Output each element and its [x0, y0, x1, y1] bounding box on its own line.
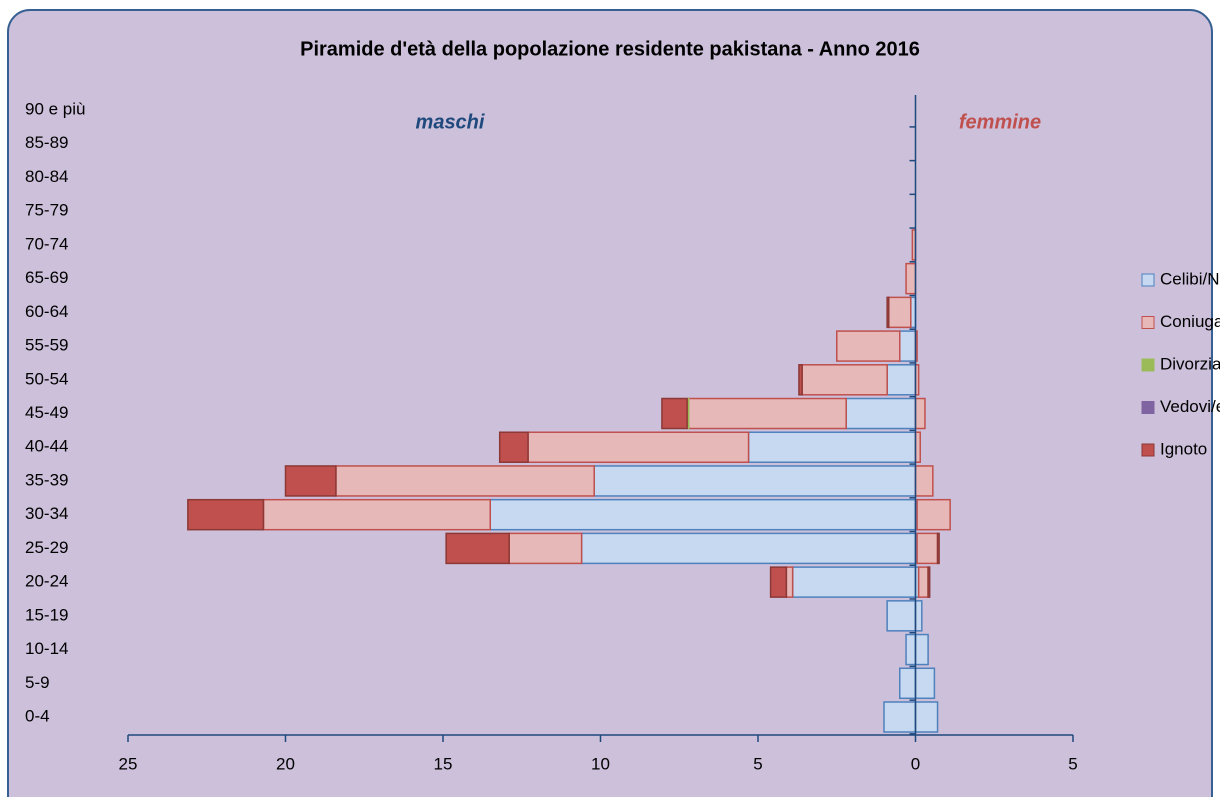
female-bar — [916, 532, 939, 565]
legend-swatch — [1141, 316, 1155, 329]
legend-label: Coniugati/e — [1160, 312, 1220, 331]
male-bar — [836, 330, 901, 362]
y-tick-label: 30-34 — [25, 504, 68, 523]
legend-label: Ignoto — [1160, 439, 1207, 458]
female-bar — [914, 600, 923, 632]
male-bar — [845, 397, 917, 430]
x-tick-label: 25 — [119, 754, 138, 773]
male-bar — [905, 633, 917, 666]
legend-swatch — [1141, 443, 1155, 457]
y-tick-label: 35-39 — [25, 470, 68, 489]
legend-label: Celibi/Nubili — [1160, 269, 1220, 288]
x-tick-label: 0 — [911, 754, 920, 773]
x-tick-label: 15 — [434, 754, 453, 773]
y-tick-label: 60-64 — [25, 302, 68, 321]
male-bar — [747, 431, 917, 463]
male-bar — [899, 330, 917, 362]
female-bar — [914, 667, 936, 700]
male-bar — [335, 465, 595, 497]
male-bar — [769, 566, 788, 598]
male-bar — [527, 431, 750, 463]
legend-swatch — [1141, 273, 1155, 287]
male-bar — [899, 667, 917, 700]
y-tick-label: 0-4 — [25, 706, 50, 725]
y-tick-label: 55-59 — [25, 336, 68, 355]
legend-label: Vedovi/e — [1160, 397, 1220, 416]
y-tick-label: 80-84 — [25, 167, 68, 186]
chart-title: Piramide d'età della popolazione residen… — [300, 38, 920, 60]
male-bar — [791, 566, 917, 598]
male-bar — [187, 498, 265, 531]
y-tick-label: 90 e più — [25, 100, 86, 119]
female-bar — [914, 633, 929, 666]
male-bar — [886, 600, 917, 632]
legend-swatch — [1141, 401, 1155, 414]
female-bar — [914, 701, 939, 733]
y-tick-label: 25-29 — [25, 538, 68, 557]
male-bar — [445, 532, 510, 565]
legend-swatch — [1141, 358, 1155, 372]
male-bar — [498, 431, 529, 463]
y-tick-label: 10-14 — [25, 639, 68, 658]
y-tick-label: 40-44 — [25, 437, 68, 456]
y-tick-label: 5-9 — [25, 673, 50, 692]
male-bar — [886, 364, 917, 396]
y-tick-label: 15-19 — [25, 605, 68, 624]
y-tick-label: 45-49 — [25, 403, 68, 422]
male-bar — [905, 262, 917, 295]
male-bar — [886, 296, 890, 329]
y-tick-label: 85-89 — [25, 133, 68, 152]
female-bar — [936, 532, 940, 565]
male-bar — [883, 701, 917, 733]
male-bar — [798, 364, 803, 396]
male-bar — [262, 498, 492, 531]
female-bar — [917, 566, 929, 598]
female-bar — [914, 465, 934, 497]
legend-label: Divorziati/e — [1160, 354, 1220, 373]
male-bar — [801, 364, 888, 396]
y-tick-label: 75-79 — [25, 201, 68, 220]
female-bar — [916, 498, 951, 531]
female-bar — [927, 566, 931, 598]
y-tick-label: 65-69 — [25, 268, 68, 287]
x-tick-label: 5 — [1068, 754, 1077, 773]
female-bar — [914, 397, 926, 430]
male-bar — [580, 532, 917, 565]
male-label: maschi — [416, 111, 485, 133]
y-tick-label: 20-24 — [25, 572, 68, 591]
male-bar — [785, 566, 794, 598]
y-tick-label: 50-54 — [25, 369, 68, 388]
male-bar — [887, 296, 912, 329]
male-bar — [508, 532, 583, 565]
male-bar — [284, 465, 337, 497]
y-tick-label: 70-74 — [25, 234, 68, 253]
female-label: femmine — [959, 111, 1041, 133]
x-tick-label: 20 — [276, 754, 295, 773]
male-bar — [489, 498, 917, 531]
x-tick-label: 10 — [591, 754, 610, 773]
male-bar — [593, 465, 917, 497]
male-bar — [661, 397, 688, 430]
male-bar — [687, 397, 847, 430]
x-tick-label: 5 — [753, 754, 762, 773]
